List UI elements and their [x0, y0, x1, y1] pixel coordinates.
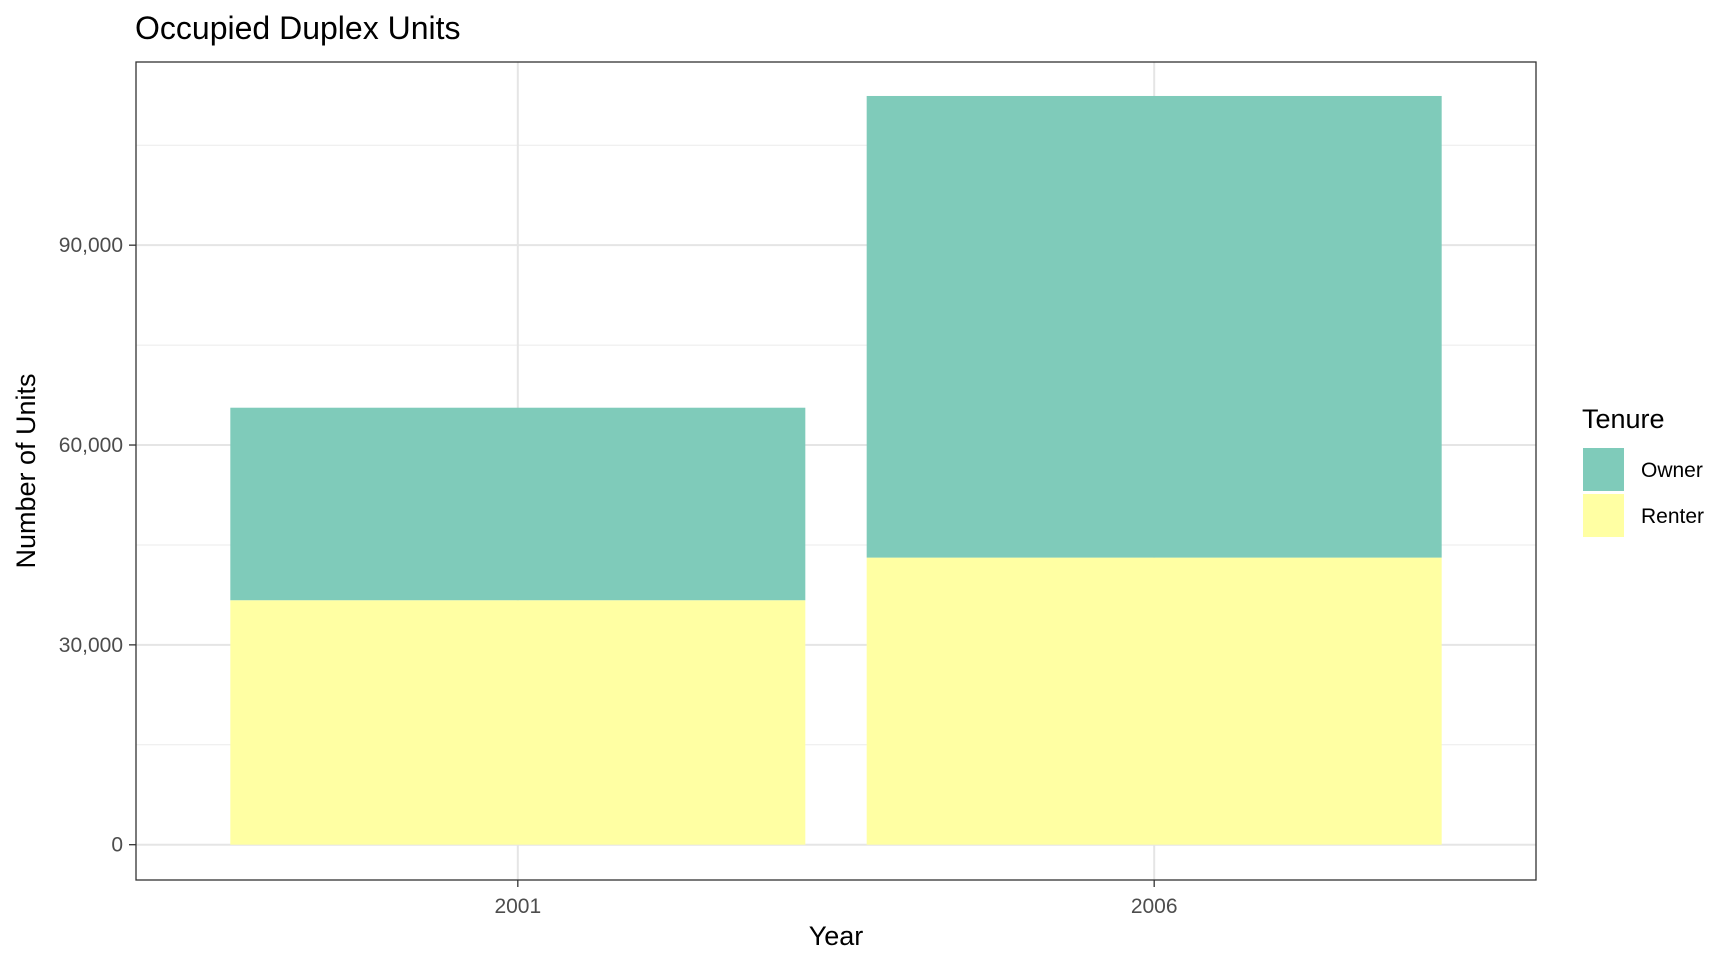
y-tick-label: 0	[111, 834, 123, 857]
legend-label-renter: Renter	[1641, 505, 1704, 528]
x-tick-label: 2006	[1131, 895, 1178, 918]
bar-renter-2001	[230, 600, 806, 845]
y-tick-label: 60,000	[59, 434, 123, 457]
x-axis-title: Year	[809, 921, 864, 951]
legend: Tenure Owner Renter	[1582, 404, 1704, 537]
legend-key-owner	[1583, 448, 1624, 491]
bar-renter-2006	[866, 557, 1442, 845]
legend-title: Tenure	[1582, 404, 1665, 434]
bar-owner-2001	[230, 407, 806, 601]
x-axis: 2001 2006	[494, 880, 1178, 918]
bars	[230, 95, 1442, 845]
x-tick-label: 2001	[494, 895, 541, 918]
y-tick-label: 30,000	[59, 634, 123, 657]
y-axis: 0 30,000 60,000 90,000	[59, 234, 136, 857]
legend-key-renter	[1583, 494, 1624, 537]
bar-owner-2006	[866, 95, 1442, 558]
y-axis-title: Number of Units	[11, 373, 41, 568]
plot-border	[135, 61, 1537, 881]
legend-label-owner: Owner	[1641, 459, 1703, 482]
chart-title: Occupied Duplex Units	[135, 10, 460, 46]
y-tick-label: 90,000	[59, 234, 123, 257]
